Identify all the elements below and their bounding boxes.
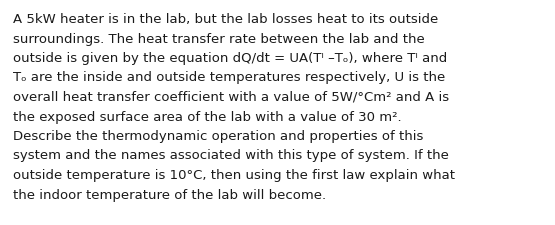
Text: outside is given by the equation dQ/dt = UA(Tᴵ –Tₒ), where Tᴵ and: outside is given by the equation dQ/dt =… [13, 52, 447, 65]
Text: Describe the thermodynamic operation and properties of this: Describe the thermodynamic operation and… [13, 130, 423, 143]
Text: outside temperature is 10°C, then using the first law explain what: outside temperature is 10°C, then using … [13, 169, 455, 182]
Text: the exposed surface area of the lab with a value of 30 m².: the exposed surface area of the lab with… [13, 110, 402, 124]
Text: overall heat transfer coefficient with a value of 5W/°Cm² and A is: overall heat transfer coefficient with a… [13, 91, 449, 104]
Text: surroundings. The heat transfer rate between the lab and the: surroundings. The heat transfer rate bet… [13, 32, 425, 45]
Text: the indoor temperature of the lab will become.: the indoor temperature of the lab will b… [13, 189, 326, 202]
Text: A 5kW heater is in the lab, but the lab losses heat to its outside: A 5kW heater is in the lab, but the lab … [13, 13, 438, 26]
Text: system and the names associated with this type of system. If the: system and the names associated with thi… [13, 149, 449, 162]
Text: Tₒ are the inside and outside temperatures respectively, U is the: Tₒ are the inside and outside temperatur… [13, 72, 445, 85]
